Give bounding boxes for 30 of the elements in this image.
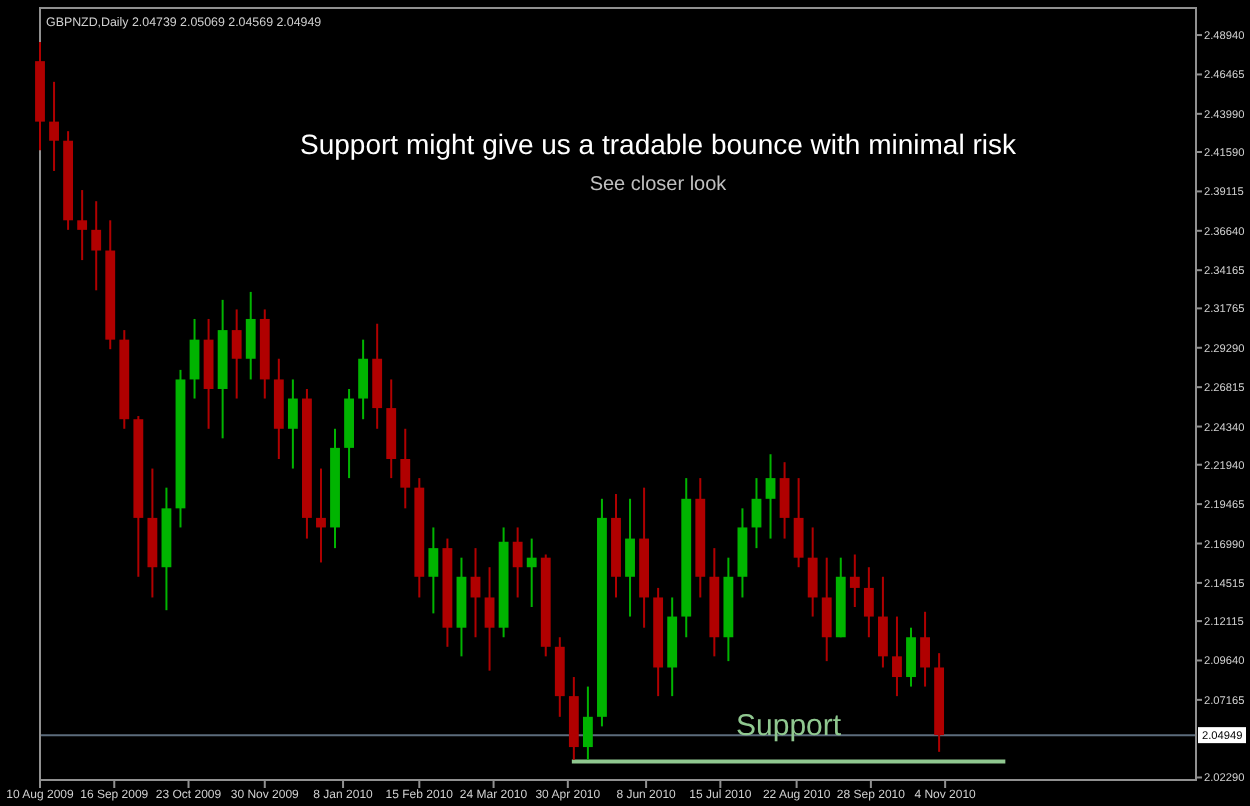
candlestick [91,200,102,292]
candlestick [428,526,439,615]
candlestick [77,189,88,262]
candlestick [245,290,256,381]
candlestick [765,453,776,540]
candlestick [821,556,832,663]
candlestick [49,80,59,172]
candlestick [484,566,495,672]
series-label: Support [736,709,843,744]
candlestick [878,575,888,669]
candlestick [807,526,818,618]
candlestick [892,615,902,698]
candlestick [906,626,916,688]
candlestick [400,427,411,510]
candlestick [358,338,369,421]
text: Support might give us a tradable bounce with minimal risk [300,128,1018,160]
candlestick [316,467,326,564]
candlestick [512,526,523,599]
candlestick [582,685,593,761]
candlestick [625,497,635,618]
candlestick [189,317,200,400]
text: See closer look [589,174,729,196]
candlestick [849,553,860,609]
candlestick [526,537,537,609]
candlestick [779,461,790,540]
candlestick [863,566,874,639]
candlestick [231,308,242,400]
candlestick [793,477,804,569]
candlestick [920,610,930,688]
candlestick [287,378,298,470]
